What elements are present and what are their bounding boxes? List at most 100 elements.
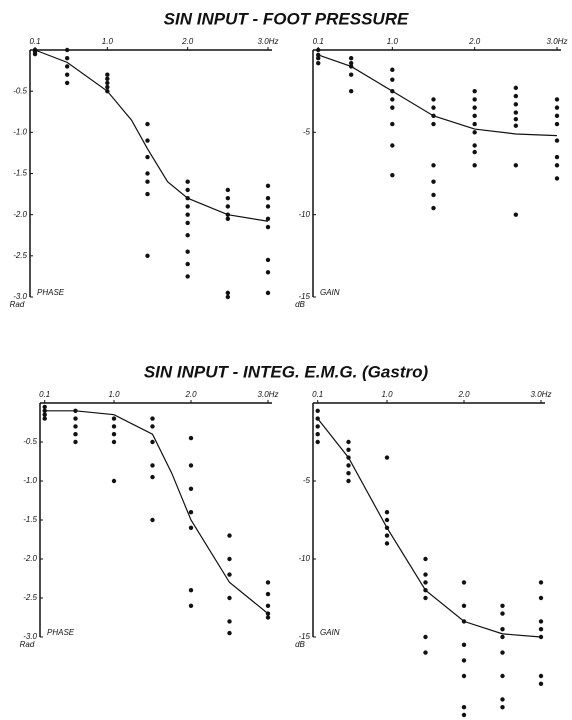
- data-point: [105, 72, 110, 77]
- data-point: [145, 191, 150, 197]
- data-point: [185, 212, 190, 217]
- data-point: [185, 249, 190, 254]
- data-point: [265, 204, 271, 209]
- x-tick-label: 3.0Hz: [258, 37, 279, 46]
- data-point: [73, 439, 78, 445]
- data-point: [145, 171, 150, 176]
- data-point: [461, 658, 467, 663]
- x-tick-label: 0.1: [312, 390, 323, 399]
- data-point: [64, 64, 70, 69]
- x-tick-label: 3.0Hz: [258, 390, 279, 399]
- data-point: [315, 432, 320, 437]
- data-point: [500, 673, 505, 679]
- data-point: [185, 187, 190, 193]
- x-tick-label: 0.1: [313, 37, 324, 46]
- data-point: [431, 179, 436, 184]
- y-tick-label: -15: [298, 292, 310, 301]
- data-point: [390, 77, 395, 82]
- y-unit: Rad: [20, 640, 35, 649]
- data-point: [472, 88, 477, 94]
- y-tick-label: -5: [303, 127, 311, 136]
- fit-curve: [44, 410, 269, 615]
- x-tick-label: 2.0: [468, 37, 481, 46]
- data-point: [185, 179, 190, 184]
- data-point: [225, 294, 231, 300]
- data-point: [554, 105, 560, 110]
- data-point: [265, 580, 271, 585]
- data-point: [472, 105, 477, 110]
- data-point: [538, 627, 544, 632]
- data-point: [461, 712, 467, 718]
- data-point: [431, 192, 436, 198]
- data-point: [111, 478, 117, 484]
- data-point: [316, 60, 321, 66]
- data-point: [227, 556, 232, 562]
- data-point: [423, 650, 428, 655]
- data-point: [64, 56, 70, 61]
- data-point: [188, 603, 194, 608]
- data-point: [111, 424, 117, 429]
- data-point: [315, 408, 320, 413]
- data-point: [472, 130, 477, 135]
- data-point: [500, 603, 505, 608]
- data-point: [431, 97, 436, 102]
- data-point: [105, 76, 110, 82]
- data-point: [185, 233, 190, 238]
- data-point: [390, 121, 395, 127]
- data-point: [227, 533, 232, 538]
- data-point: [513, 163, 519, 168]
- panel-annotation: GAIN: [320, 288, 340, 297]
- data-point: [265, 196, 271, 201]
- data-point: [554, 113, 560, 119]
- data-point: [472, 163, 477, 168]
- data-point: [73, 416, 78, 421]
- data-point: [513, 212, 519, 217]
- data-point: [538, 681, 544, 686]
- data-point: [461, 580, 467, 585]
- x-tick-label: 0.1: [29, 37, 40, 46]
- x-tick-label: 2.0: [181, 37, 194, 46]
- data-point: [461, 642, 467, 647]
- fit-curve: [318, 54, 558, 137]
- y-tick-label: -2.0: [23, 554, 37, 563]
- data-point: [513, 116, 519, 122]
- data-point: [188, 463, 194, 468]
- data-point: [390, 172, 395, 178]
- data-point: [145, 179, 150, 184]
- data-point: [265, 257, 271, 263]
- data-point: [188, 510, 194, 515]
- data-point: [227, 595, 232, 601]
- chart-title: SIN INPUT - FOOT PRESSURE: [164, 9, 409, 28]
- data-point: [73, 432, 78, 437]
- data-point: [384, 541, 390, 546]
- panel-annotation: PHASE: [47, 628, 75, 637]
- data-point: [554, 163, 560, 168]
- data-point: [500, 705, 505, 710]
- data-point: [390, 97, 395, 102]
- data-point: [538, 595, 544, 601]
- data-point: [265, 615, 271, 620]
- data-point: [42, 404, 47, 410]
- y-tick-label: -0.5: [13, 86, 27, 95]
- data-point: [111, 432, 117, 437]
- y-tick-label: -2.5: [13, 251, 27, 260]
- data-point: [227, 619, 232, 624]
- data-point: [348, 88, 354, 94]
- data-point: [348, 56, 354, 61]
- data-point: [500, 611, 505, 616]
- data-point: [42, 412, 47, 417]
- data-point: [346, 471, 351, 476]
- data-point: [513, 102, 519, 107]
- data-point: [188, 435, 194, 441]
- data-point: [513, 110, 519, 115]
- data-point: [346, 439, 351, 445]
- data-point: [431, 105, 436, 110]
- data-point: [461, 705, 467, 710]
- data-point: [390, 143, 395, 148]
- data-point: [554, 138, 560, 143]
- data-point: [513, 93, 519, 99]
- data-point: [346, 478, 351, 484]
- data-point: [150, 517, 155, 523]
- data-point: [554, 97, 560, 102]
- x-tick-label: 2.0: [457, 390, 470, 399]
